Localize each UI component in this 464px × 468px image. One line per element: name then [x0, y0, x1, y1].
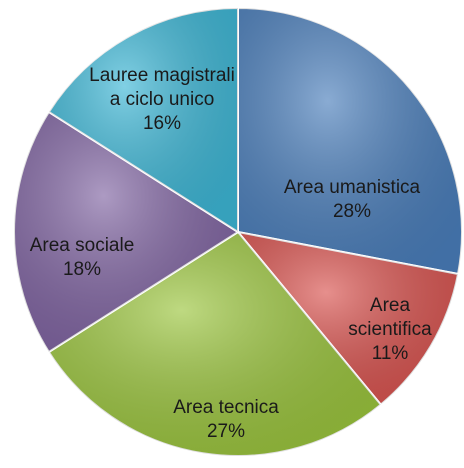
value-label: 27% [207, 421, 245, 442]
label-line: scientifica [348, 319, 432, 340]
slice-shade [238, 232, 459, 405]
value-label: 18% [63, 259, 101, 280]
slice-label: Lauree magistrali a ciclo unico [89, 65, 235, 110]
label-line: Area [370, 295, 411, 316]
label-line: a ciclo unico [110, 89, 215, 110]
slice-label: Area sociale [30, 235, 135, 256]
value-label: 16% [143, 113, 181, 134]
slice-shade [238, 8, 462, 274]
slice-label: Area scientifica [348, 295, 432, 340]
slice-shade [48, 232, 381, 457]
slice-shade [14, 111, 239, 353]
value-label: 11% [372, 343, 409, 364]
label-line: Lauree magistrali [89, 65, 235, 86]
value-label: 28% [333, 201, 371, 222]
label-line: Area sociale [30, 235, 135, 256]
label-line: Area umanistica [284, 177, 421, 198]
slice-label: Area tecnica [173, 397, 279, 418]
slice-label: Area umanistica [284, 177, 421, 198]
slice-shade [48, 8, 238, 232]
label-line: Area tecnica [173, 397, 279, 418]
